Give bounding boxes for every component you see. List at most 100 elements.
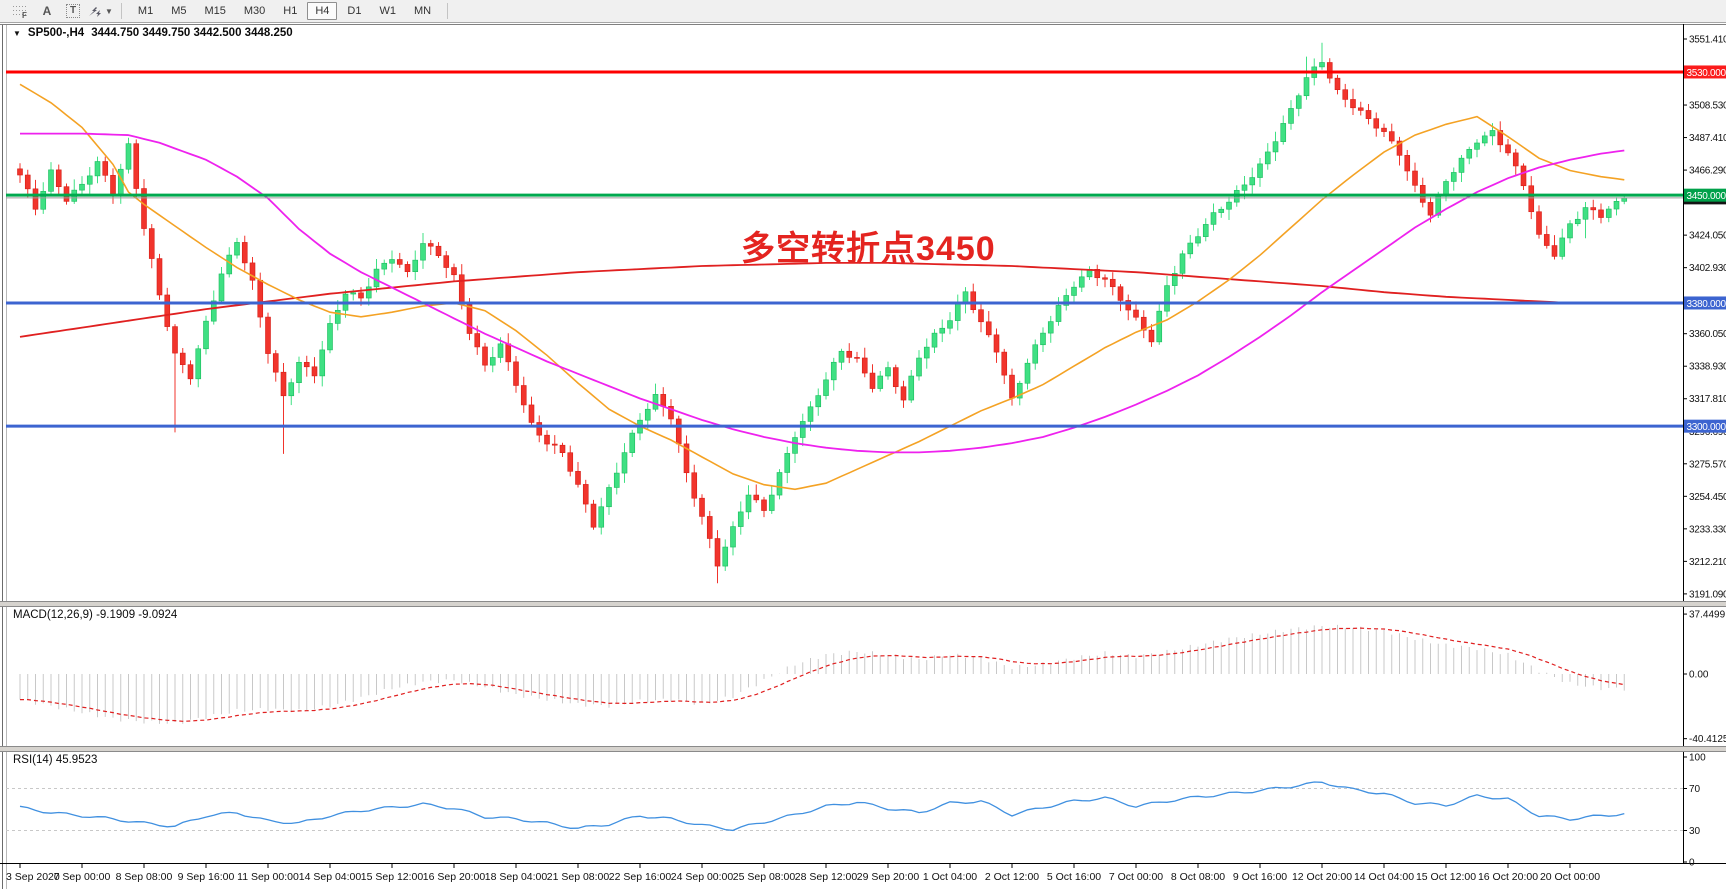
chart-window-border-inner xyxy=(6,24,7,889)
bull-candle xyxy=(652,394,659,410)
bear-candle xyxy=(451,267,457,276)
bear-candle xyxy=(1133,309,1139,318)
bull-candle xyxy=(381,262,388,270)
slow-ma-line[interactable] xyxy=(19,261,1571,338)
bull-candle xyxy=(1187,242,1194,255)
timeframe-button-d1[interactable]: D1 xyxy=(347,5,362,17)
price-tick-label: 3402.930 xyxy=(1689,263,1726,274)
timeframe-button-h1[interactable]: H1 xyxy=(283,5,298,17)
hline-price-label xyxy=(1684,419,1726,433)
date-label: 8 Oct 08:00 xyxy=(1171,871,1225,883)
bull-candle xyxy=(737,511,744,527)
macd-scale-label: -40.4125 xyxy=(1689,734,1726,745)
bull-candle xyxy=(1179,253,1186,274)
bull-candle xyxy=(730,526,736,548)
timeframe-button-h4[interactable]: H4 xyxy=(307,2,338,20)
price-tick-label: 3233.330 xyxy=(1689,524,1726,535)
timeframe-button-m5[interactable]: M5 xyxy=(171,5,187,17)
rsi-panel: 100 70 30 0 xyxy=(6,753,1706,869)
bear-candle xyxy=(1528,185,1535,213)
date-label: 16 Sep 20:00 xyxy=(423,871,486,883)
toolbar: F A T ▼ M1 M5 M15 M30 H1 H4 D1 W1 MN xyxy=(0,0,1726,23)
chart-collapse-icon[interactable]: ▼ xyxy=(13,28,21,38)
hline-price-label xyxy=(1684,188,1726,202)
bull-candle xyxy=(1016,382,1023,399)
bull-candle xyxy=(923,346,930,359)
fibonacci-tool-button[interactable]: F xyxy=(9,2,33,20)
bear-candle xyxy=(1536,211,1542,235)
bull-candle xyxy=(288,382,295,397)
bull-candle xyxy=(1040,332,1046,346)
bear-candle xyxy=(1373,118,1380,129)
bear-candle xyxy=(102,161,109,176)
bear-candle xyxy=(528,404,535,423)
arrows-tool-button[interactable]: ▼ xyxy=(87,2,113,20)
chart-annotation-text[interactable]: 多空转折点3450 xyxy=(741,230,996,268)
bull-candle xyxy=(1605,208,1612,218)
timeframe-button-m15[interactable]: M15 xyxy=(204,5,226,17)
bear-candle xyxy=(172,326,178,354)
bear-candle xyxy=(706,516,713,539)
bull-candle xyxy=(606,487,612,508)
bear-candle xyxy=(1350,99,1356,109)
price-tick-label: 3424.050 xyxy=(1689,231,1726,242)
timeframe-button-w1[interactable]: W1 xyxy=(379,5,396,17)
bull-candle xyxy=(799,421,806,438)
chart-canvas[interactable]: 3551.410 3508.530 3487.410 3466.290 3424.050… xyxy=(0,24,1726,889)
rsi-line xyxy=(19,781,1625,832)
bear-candle xyxy=(1326,62,1333,79)
bull-candle xyxy=(1055,305,1062,322)
timeframe-button-m30[interactable]: M30 xyxy=(243,5,266,17)
bull-candle xyxy=(234,242,240,256)
bull-candle xyxy=(1319,62,1325,68)
bear-candle xyxy=(846,350,853,358)
dropdown-caret-icon: ▼ xyxy=(105,6,113,16)
text-a-icon: A xyxy=(42,4,52,18)
date-label: 3 Sep 2020 xyxy=(6,871,60,883)
bull-candle xyxy=(1241,184,1248,191)
bear-candle xyxy=(55,169,62,187)
bear-candle xyxy=(148,228,155,259)
date-label: 22 Sep 16:00 xyxy=(609,871,672,883)
bear-candle xyxy=(156,258,163,296)
ohlc-values: 3444.750 3449.750 3442.500 3448.250 xyxy=(91,27,293,39)
bear-candle xyxy=(458,274,465,305)
rsi-scale-label: 100 xyxy=(1689,753,1706,764)
text-tool-button[interactable]: A xyxy=(35,2,59,20)
bear-candle xyxy=(110,175,116,195)
price-tick-label: 3275.570 xyxy=(1689,459,1726,470)
bull-candle xyxy=(1210,212,1217,225)
timeframe-button-m1[interactable]: M1 xyxy=(137,5,154,17)
svg-text:3450.000: 3450.000 xyxy=(1687,191,1726,202)
fast-ma-line[interactable] xyxy=(19,83,1625,491)
bear-candle xyxy=(1412,170,1418,186)
rsi-indicator-label: RSI(14) 45.9523 xyxy=(13,754,98,766)
bear-candle xyxy=(683,443,690,474)
text-label-tool-button[interactable]: T xyxy=(61,2,85,20)
bear-candle xyxy=(1334,77,1341,90)
timeframe-button-mn[interactable]: MN xyxy=(413,5,432,17)
bull-candle xyxy=(1582,207,1589,220)
medium-ma-line[interactable] xyxy=(20,132,1625,454)
date-label: 25 Sep 08:00 xyxy=(733,871,796,883)
bull-candle xyxy=(210,300,217,322)
price-tick-label: 3487.410 xyxy=(1689,133,1726,144)
bull-candle xyxy=(1567,223,1573,239)
date-label: 11 Sep 00:00 xyxy=(237,871,299,883)
bear-candle xyxy=(1102,277,1108,280)
bear-candle xyxy=(1520,165,1527,187)
bear-candle xyxy=(753,494,760,501)
bull-candle xyxy=(621,452,628,474)
bull-candle xyxy=(838,350,845,363)
bear-candle xyxy=(443,255,450,268)
bull-candle xyxy=(195,348,202,380)
bear-candle xyxy=(1109,278,1116,288)
date-label: 7 Sep 00:00 xyxy=(54,871,111,883)
rsi-scale-label: 70 xyxy=(1689,784,1701,795)
bull-candle xyxy=(334,309,341,324)
bear-candle xyxy=(1497,130,1504,146)
bull-candle xyxy=(1621,197,1628,202)
svg-text:3380.000: 3380.000 xyxy=(1687,299,1726,310)
bull-candle xyxy=(1272,141,1279,153)
bear-candle xyxy=(17,168,23,176)
